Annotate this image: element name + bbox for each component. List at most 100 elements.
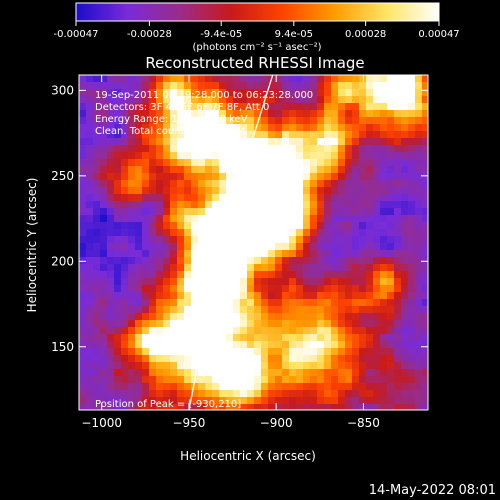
heatmap-cell [338, 327, 346, 335]
heatmap-cell [240, 222, 248, 230]
peak-position-label: Position of Peak = [-930,210] [95, 399, 241, 410]
heatmap-cell [394, 229, 402, 237]
heatmap-cell [205, 180, 213, 188]
heatmap-cell [163, 348, 171, 356]
heatmap-cell [324, 404, 332, 410]
heatmap-cell [317, 278, 325, 286]
heatmap-cell [226, 292, 234, 300]
heatmap-cell [191, 82, 199, 90]
heatmap-cell [415, 355, 423, 363]
heatmap-cell [107, 327, 115, 335]
heatmap-cell [128, 355, 136, 363]
heatmap-cell [212, 285, 220, 293]
heatmap-cell [282, 138, 290, 146]
heatmap-cell [289, 348, 297, 356]
heatmap-cell [198, 222, 206, 230]
heatmap-cell [387, 131, 395, 139]
heatmap-cell [107, 341, 115, 349]
heatmap-cell [149, 383, 157, 391]
heatmap-cell [324, 103, 332, 111]
heatmap-cell [380, 173, 388, 181]
heatmap-cell [191, 215, 199, 223]
heatmap-cell [296, 236, 304, 244]
heatmap-cell [198, 369, 206, 377]
heatmap-cell [338, 243, 346, 251]
heatmap-cell [380, 229, 388, 237]
heatmap-cell [156, 82, 164, 90]
heatmap-cell [184, 152, 192, 160]
heatmap-cell [233, 229, 241, 237]
heatmap-cell [79, 404, 87, 410]
heatmap-cell [310, 215, 318, 223]
heatmap-cell [219, 96, 227, 104]
heatmap-cell [345, 306, 353, 314]
heatmap-cell [408, 334, 416, 342]
heatmap-cell [177, 278, 185, 286]
heatmap-cell [373, 348, 381, 356]
heatmap-cell [128, 376, 136, 384]
heatmap-cell [184, 362, 192, 370]
heatmap-cell [177, 110, 185, 118]
heatmap-cell [310, 299, 318, 307]
heatmap-cell [121, 145, 129, 153]
heatmap-cell [261, 250, 269, 258]
heatmap-cell [226, 327, 234, 335]
heatmap-cell [324, 75, 332, 83]
heatmap-cell [240, 355, 248, 363]
heatmap-cell [240, 313, 248, 321]
heatmap-cell [261, 355, 269, 363]
heatmap-cell [380, 348, 388, 356]
heatmap-cell [121, 117, 129, 125]
heatmap-cell [100, 383, 108, 391]
heatmap-cell [114, 299, 122, 307]
heatmap-cell [114, 313, 122, 321]
heatmap-cell [149, 306, 157, 314]
heatmap-cell [226, 194, 234, 202]
heatmap-cell [121, 327, 129, 335]
heatmap-cell [345, 194, 353, 202]
chart-title: Reconstructed RHESSI Image [145, 54, 364, 72]
heatmap-cell [359, 173, 367, 181]
heatmap-cell [107, 271, 115, 279]
heatmap-cell [93, 103, 101, 111]
heatmap-cell [408, 376, 416, 384]
heatmap-cell [114, 285, 122, 293]
heatmap-cell [93, 173, 101, 181]
heatmap-cell [289, 369, 297, 377]
plot-frame [78, 74, 429, 411]
heatmap-cell [170, 96, 178, 104]
heatmap-cell [338, 299, 346, 307]
heatmap-cell [303, 243, 311, 251]
heatmap-cell [177, 390, 185, 398]
heatmap-cell [149, 404, 157, 410]
heatmap-cell [408, 110, 416, 118]
heatmap-cell [226, 222, 234, 230]
heatmap-cell [93, 243, 101, 251]
heatmap-cell [345, 138, 353, 146]
heatmap-cell [233, 75, 241, 83]
heatmap-cell [422, 313, 428, 321]
heatmap-cell [177, 383, 185, 391]
heatmap-cell [380, 138, 388, 146]
heatmap-cell [282, 278, 290, 286]
heatmap-cell [261, 285, 269, 293]
heatmap-cell [128, 320, 136, 328]
heatmap-cell [184, 355, 192, 363]
heatmap-cell [345, 89, 353, 97]
heatmap-cell [240, 96, 248, 104]
heatmap-cell [422, 208, 428, 216]
heatmap-cell [247, 299, 255, 307]
heatmap-cell [303, 187, 311, 195]
heatmap-cell [240, 75, 248, 83]
heatmap-cell [352, 376, 360, 384]
heatmap-cell [177, 334, 185, 342]
heatmap-cell [289, 103, 297, 111]
heatmap-cell [345, 264, 353, 272]
heatmap-cell [198, 75, 206, 83]
heatmap-cell [352, 257, 360, 265]
heatmap-cell [310, 257, 318, 265]
heatmap-cell [352, 117, 360, 125]
heatmap-cell [79, 306, 87, 314]
heatmap-cell [268, 285, 276, 293]
